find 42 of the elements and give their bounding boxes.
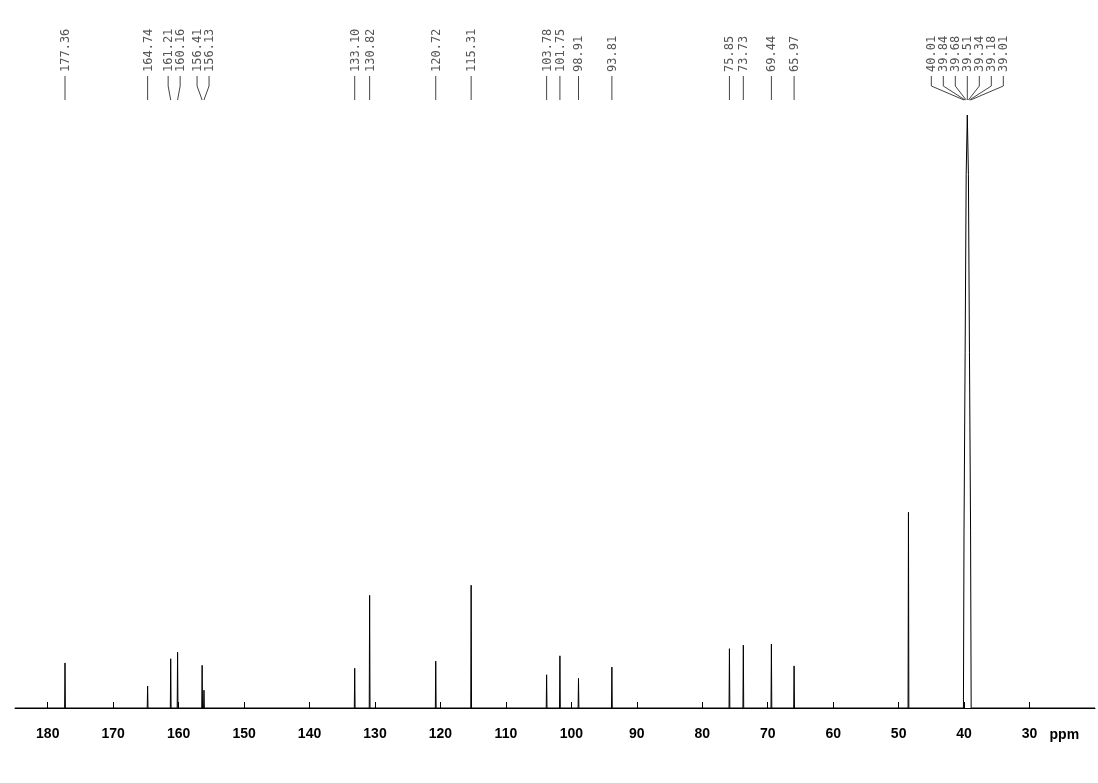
x-tick-label: 140 — [297, 725, 322, 741]
x-tick-label: 120 — [428, 725, 453, 741]
x-tick-label: 60 — [825, 725, 842, 741]
annotation: 120.72 — [428, 28, 443, 72]
annotation: 93.81 — [604, 35, 619, 72]
x-tick-label: 160 — [166, 725, 191, 741]
x-tick-label: 70 — [759, 725, 776, 741]
annotation: 177.36 — [58, 28, 73, 72]
annotation: 160.16 — [173, 28, 188, 72]
annotation: 98.91 — [571, 35, 586, 72]
annotation: 73.73 — [736, 35, 751, 72]
annotation: 40.01 — [924, 35, 939, 72]
annotation: 39.51 — [960, 35, 975, 72]
x-tick-label: 180 — [36, 725, 60, 741]
x-tick-label: 170 — [101, 725, 126, 741]
annotation: 39.84 — [936, 35, 951, 72]
x-tick-label: 100 — [559, 725, 584, 741]
x-tick-label: 130 — [363, 725, 387, 741]
x-tick-label: 30 — [1021, 725, 1038, 741]
annotation: 156.13 — [202, 28, 217, 72]
annotation: 75.85 — [722, 35, 737, 72]
annotation: 69.44 — [764, 35, 779, 72]
annotation: 39.18 — [984, 35, 999, 72]
annotation: 101.75 — [552, 28, 567, 72]
annotation: 161.21 — [161, 28, 176, 72]
annotation: 39.34 — [972, 35, 987, 72]
annotation: 39.01 — [996, 35, 1011, 72]
annotation: 133.10 — [347, 28, 362, 72]
x-tick-label: 40 — [956, 725, 973, 741]
x-tick-label: 90 — [629, 725, 645, 741]
annotation: 65.97 — [787, 35, 802, 72]
annotation: 39.68 — [948, 35, 963, 72]
x-tick-label: 80 — [694, 725, 711, 741]
annotation: 164.74 — [140, 28, 155, 72]
annotation: 103.78 — [539, 28, 554, 72]
x-tick-label: 110 — [494, 725, 518, 741]
x-tick-label: 50 — [890, 725, 907, 741]
annotation: 156.41 — [190, 28, 205, 72]
x-tick-label: 150 — [232, 725, 256, 741]
annotation: 115.31 — [464, 28, 479, 72]
annotation: 130.82 — [362, 28, 377, 72]
x-axis-title: ppm — [1049, 726, 1080, 742]
